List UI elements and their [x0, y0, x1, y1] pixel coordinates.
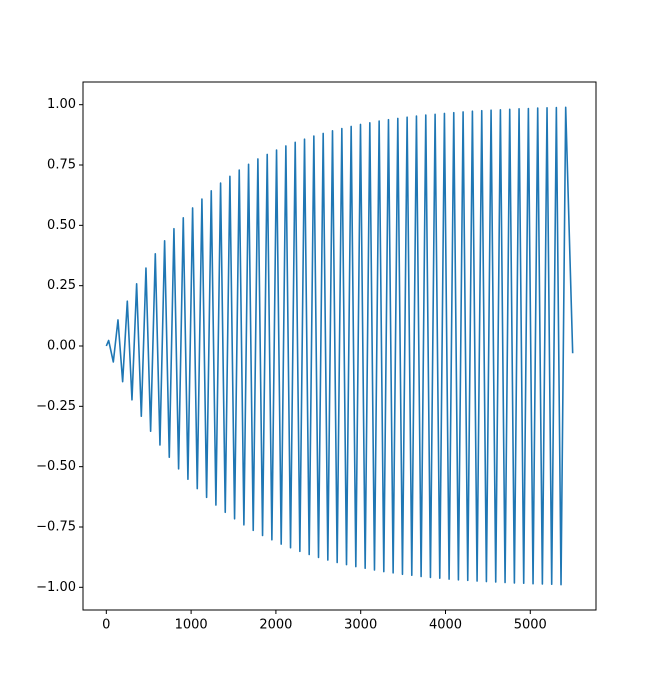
x-tick-label: 4000: [429, 618, 462, 633]
x-tick-label: 1000: [175, 618, 208, 633]
y-tick-label: 0.25: [47, 278, 76, 293]
x-tick-label: 0: [102, 618, 110, 633]
y-tick-label: 1.00: [47, 97, 76, 112]
y-tick-label: −0.50: [36, 459, 76, 474]
y-tick-label: 0.50: [47, 218, 76, 233]
x-tick-label: 5000: [514, 618, 547, 633]
y-tick-label: −1.00: [36, 580, 76, 595]
y-tick-label: 0.75: [47, 158, 76, 173]
x-tick-label: 3000: [344, 618, 377, 633]
line: [105, 106, 574, 586]
y-tick-label: −0.25: [36, 399, 76, 414]
y-tick-label: 0.00: [47, 339, 76, 354]
y-tick-label: −0.75: [36, 519, 76, 534]
x-tick-label: 2000: [259, 618, 292, 633]
